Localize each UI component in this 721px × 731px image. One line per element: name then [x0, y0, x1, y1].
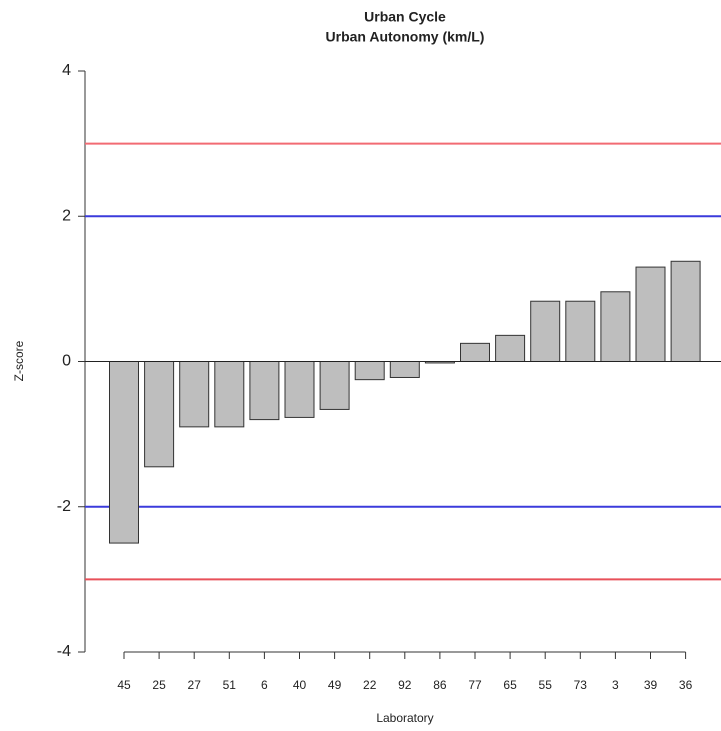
- y-tick-label: 4: [62, 62, 71, 79]
- bar: [389, 361, 420, 378]
- bar: [530, 300, 561, 363]
- y-tick-label: 2: [62, 207, 71, 224]
- x-axis-label: Laboratory: [376, 711, 433, 725]
- x-tick-label: 73: [574, 678, 588, 692]
- y-tick-label: -4: [57, 643, 71, 660]
- x-tick-label: 55: [539, 678, 553, 692]
- x-tick-label: 27: [188, 678, 202, 692]
- x-tick-label: 77: [468, 678, 482, 692]
- bar: [214, 361, 245, 428]
- y-axis-label: Z-score: [12, 340, 26, 381]
- x-tick-label: 36: [679, 678, 693, 692]
- x-tick-label: 25: [152, 678, 166, 692]
- bar: [284, 361, 315, 418]
- x-tick-label: 6: [261, 678, 268, 692]
- bar: [354, 361, 385, 381]
- bar: [635, 266, 666, 362]
- chart-title: Urban Cycle: [364, 9, 446, 25]
- bar: [600, 291, 631, 362]
- x-tick-label: 92: [398, 678, 412, 692]
- chart-subtitle: Urban Autonomy (km/L): [326, 29, 485, 45]
- bar: [565, 300, 596, 363]
- bar: [460, 342, 490, 362]
- x-tick-label: 49: [328, 678, 342, 692]
- bar: [144, 361, 175, 468]
- x-tick-label: 39: [644, 678, 658, 692]
- x-tick-label: 45: [117, 678, 131, 692]
- bar: [179, 361, 210, 428]
- y-tick-label: -2: [57, 498, 71, 515]
- bar: [495, 334, 526, 363]
- x-tick-label: 22: [363, 678, 377, 692]
- x-tick-label: 40: [293, 678, 307, 692]
- bar: [109, 361, 139, 544]
- x-tick-label: 51: [223, 678, 237, 692]
- x-tick-label: 86: [433, 678, 447, 692]
- x-tick-label: 3: [612, 678, 619, 692]
- x-tick-label: 65: [503, 678, 517, 692]
- bar: [319, 361, 350, 410]
- y-tick-label: 0: [62, 353, 71, 370]
- bar: [670, 260, 701, 362]
- bar: [249, 361, 280, 421]
